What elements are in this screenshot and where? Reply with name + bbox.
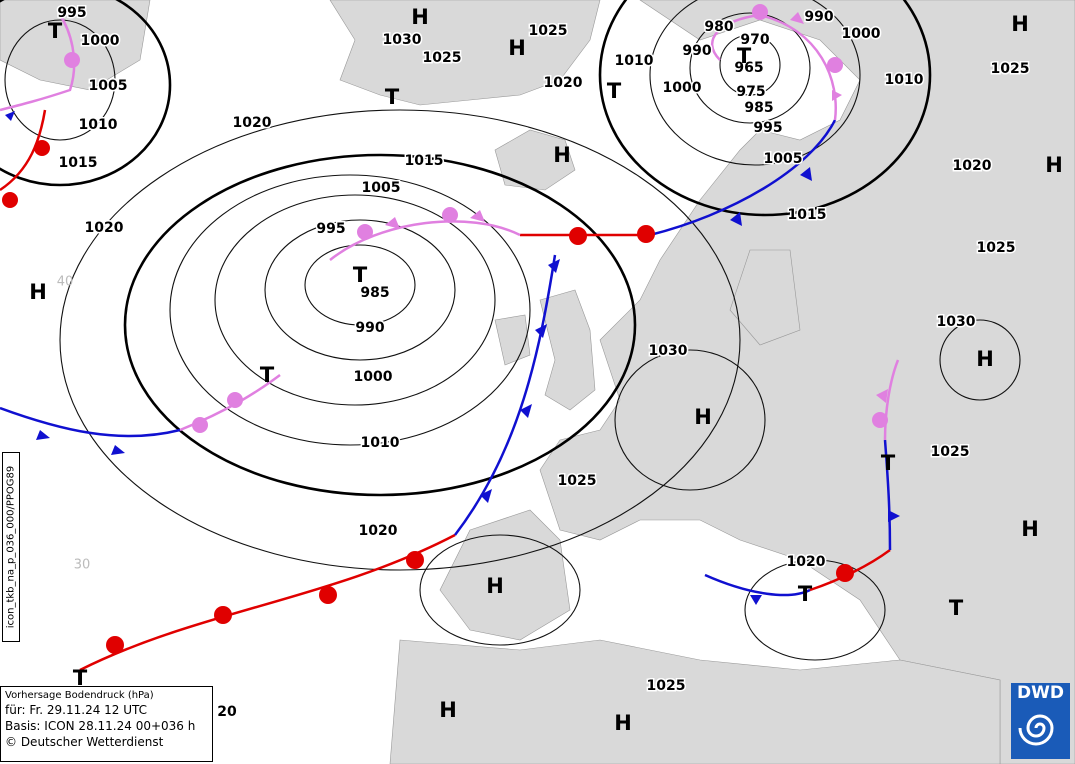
isobar-label: 1020	[85, 220, 124, 236]
pressure-center: T	[73, 666, 88, 690]
isobar-label: 1025	[991, 61, 1030, 77]
pressure-center: T	[260, 363, 275, 387]
pressure-center: H	[976, 347, 994, 371]
isobar-label: 990	[682, 43, 711, 59]
isobar-label: 1010	[885, 72, 924, 88]
latitude-label: 40	[57, 275, 74, 290]
pressure-center: H	[486, 574, 504, 598]
isobar-label: 980	[704, 19, 733, 35]
pressure-center: T	[737, 44, 752, 68]
isobar-label: 1015	[788, 207, 827, 223]
pressure-center: T	[607, 79, 622, 103]
pressure-center: H	[29, 280, 47, 304]
isobar-label: 1010	[79, 117, 118, 133]
product-code-box: icon_tkb_na_p_036_000/PPOG89	[2, 452, 20, 642]
pressure-center: T	[881, 451, 896, 475]
isobar-label: 1010	[615, 53, 654, 69]
isobar-label: 1005	[362, 180, 401, 196]
logo-text: DWD	[1017, 683, 1064, 703]
pressure-center: T	[798, 582, 813, 606]
isobar-label: 985	[360, 285, 389, 301]
pressure-center: H	[411, 5, 429, 29]
info-basis: Basis: ICON 28.11.24 00+036 h	[5, 719, 196, 733]
isobar-label: 1030	[383, 32, 422, 48]
isobar-label: 1025	[558, 473, 597, 489]
dwd-logo: DWD	[1011, 683, 1070, 759]
latitude-label: 30	[74, 558, 91, 573]
isobar-label: 1020	[233, 115, 272, 131]
isobar-label: 1015	[405, 153, 444, 169]
isobar-label: 1020	[787, 554, 826, 570]
isobar-label: 1000	[663, 80, 702, 96]
isobar-label: 995	[316, 221, 345, 237]
isobar-label: 1030	[937, 314, 976, 330]
isobar-label: 20	[217, 704, 237, 720]
pressure-center: T	[353, 263, 368, 287]
fronts	[0, 4, 900, 672]
isobar-label: 1015	[59, 155, 98, 171]
isobar-label: 1025	[423, 50, 462, 66]
isobar-label: 1025	[931, 444, 970, 460]
isobar-label: 990	[804, 9, 833, 25]
isobar-label: 1025	[529, 23, 568, 39]
logo-swirl	[1018, 714, 1054, 746]
info-valid: für: Fr. 29.11.24 12 UTC	[5, 703, 148, 717]
isobar-label: 1030	[649, 343, 688, 359]
pressure-center: T	[385, 85, 400, 109]
product-code: icon_tkb_na_p_036_000/PPOG89	[5, 465, 17, 629]
isobar-label: 1005	[89, 78, 128, 94]
pressure-center: H	[1021, 517, 1039, 541]
info-title: Vorhersage Bodendruck (hPa)	[5, 690, 154, 701]
pressure-center: H	[694, 405, 712, 429]
isobar-label: 1020	[953, 158, 992, 174]
isobar-label: 985	[744, 100, 773, 116]
isobar-label: 1000	[842, 26, 881, 42]
isobar-label: 1000	[81, 33, 120, 49]
pressure-center: H	[439, 698, 457, 722]
isobar-label: 1010	[361, 435, 400, 451]
pressure-center: H	[614, 711, 632, 735]
isobar-label: 1020	[359, 523, 398, 539]
isobar-label: 970	[740, 32, 769, 48]
pressure-center: H	[553, 143, 571, 167]
info-box: Vorhersage Bodendruck (hPa) für: Fr. 29.…	[0, 686, 213, 762]
isobar-label: 1005	[764, 151, 803, 167]
isobar-label: 995	[57, 5, 86, 21]
pressure-center: H	[1045, 153, 1063, 177]
pressure-center: H	[1011, 12, 1029, 36]
info-copyright: © Deutscher Wetterdienst	[5, 735, 164, 749]
isobar-label: 965	[734, 60, 763, 76]
isobar-label: 995	[753, 120, 782, 136]
pressure-center: T	[48, 19, 63, 43]
pressure-center: H	[508, 36, 526, 60]
isobar-label: 990	[355, 320, 384, 336]
pressure-center: T	[949, 596, 964, 620]
isobar-label: 1025	[977, 240, 1016, 256]
isobar-label: 1020	[544, 75, 583, 91]
isobar-label: 975	[736, 84, 765, 100]
labels: 9951000100510101015102010201030102510251…	[29, 4, 1063, 736]
isobars	[0, 0, 1021, 661]
isobar-label: 1025	[647, 678, 686, 694]
isobar-label: 1000	[354, 369, 393, 385]
